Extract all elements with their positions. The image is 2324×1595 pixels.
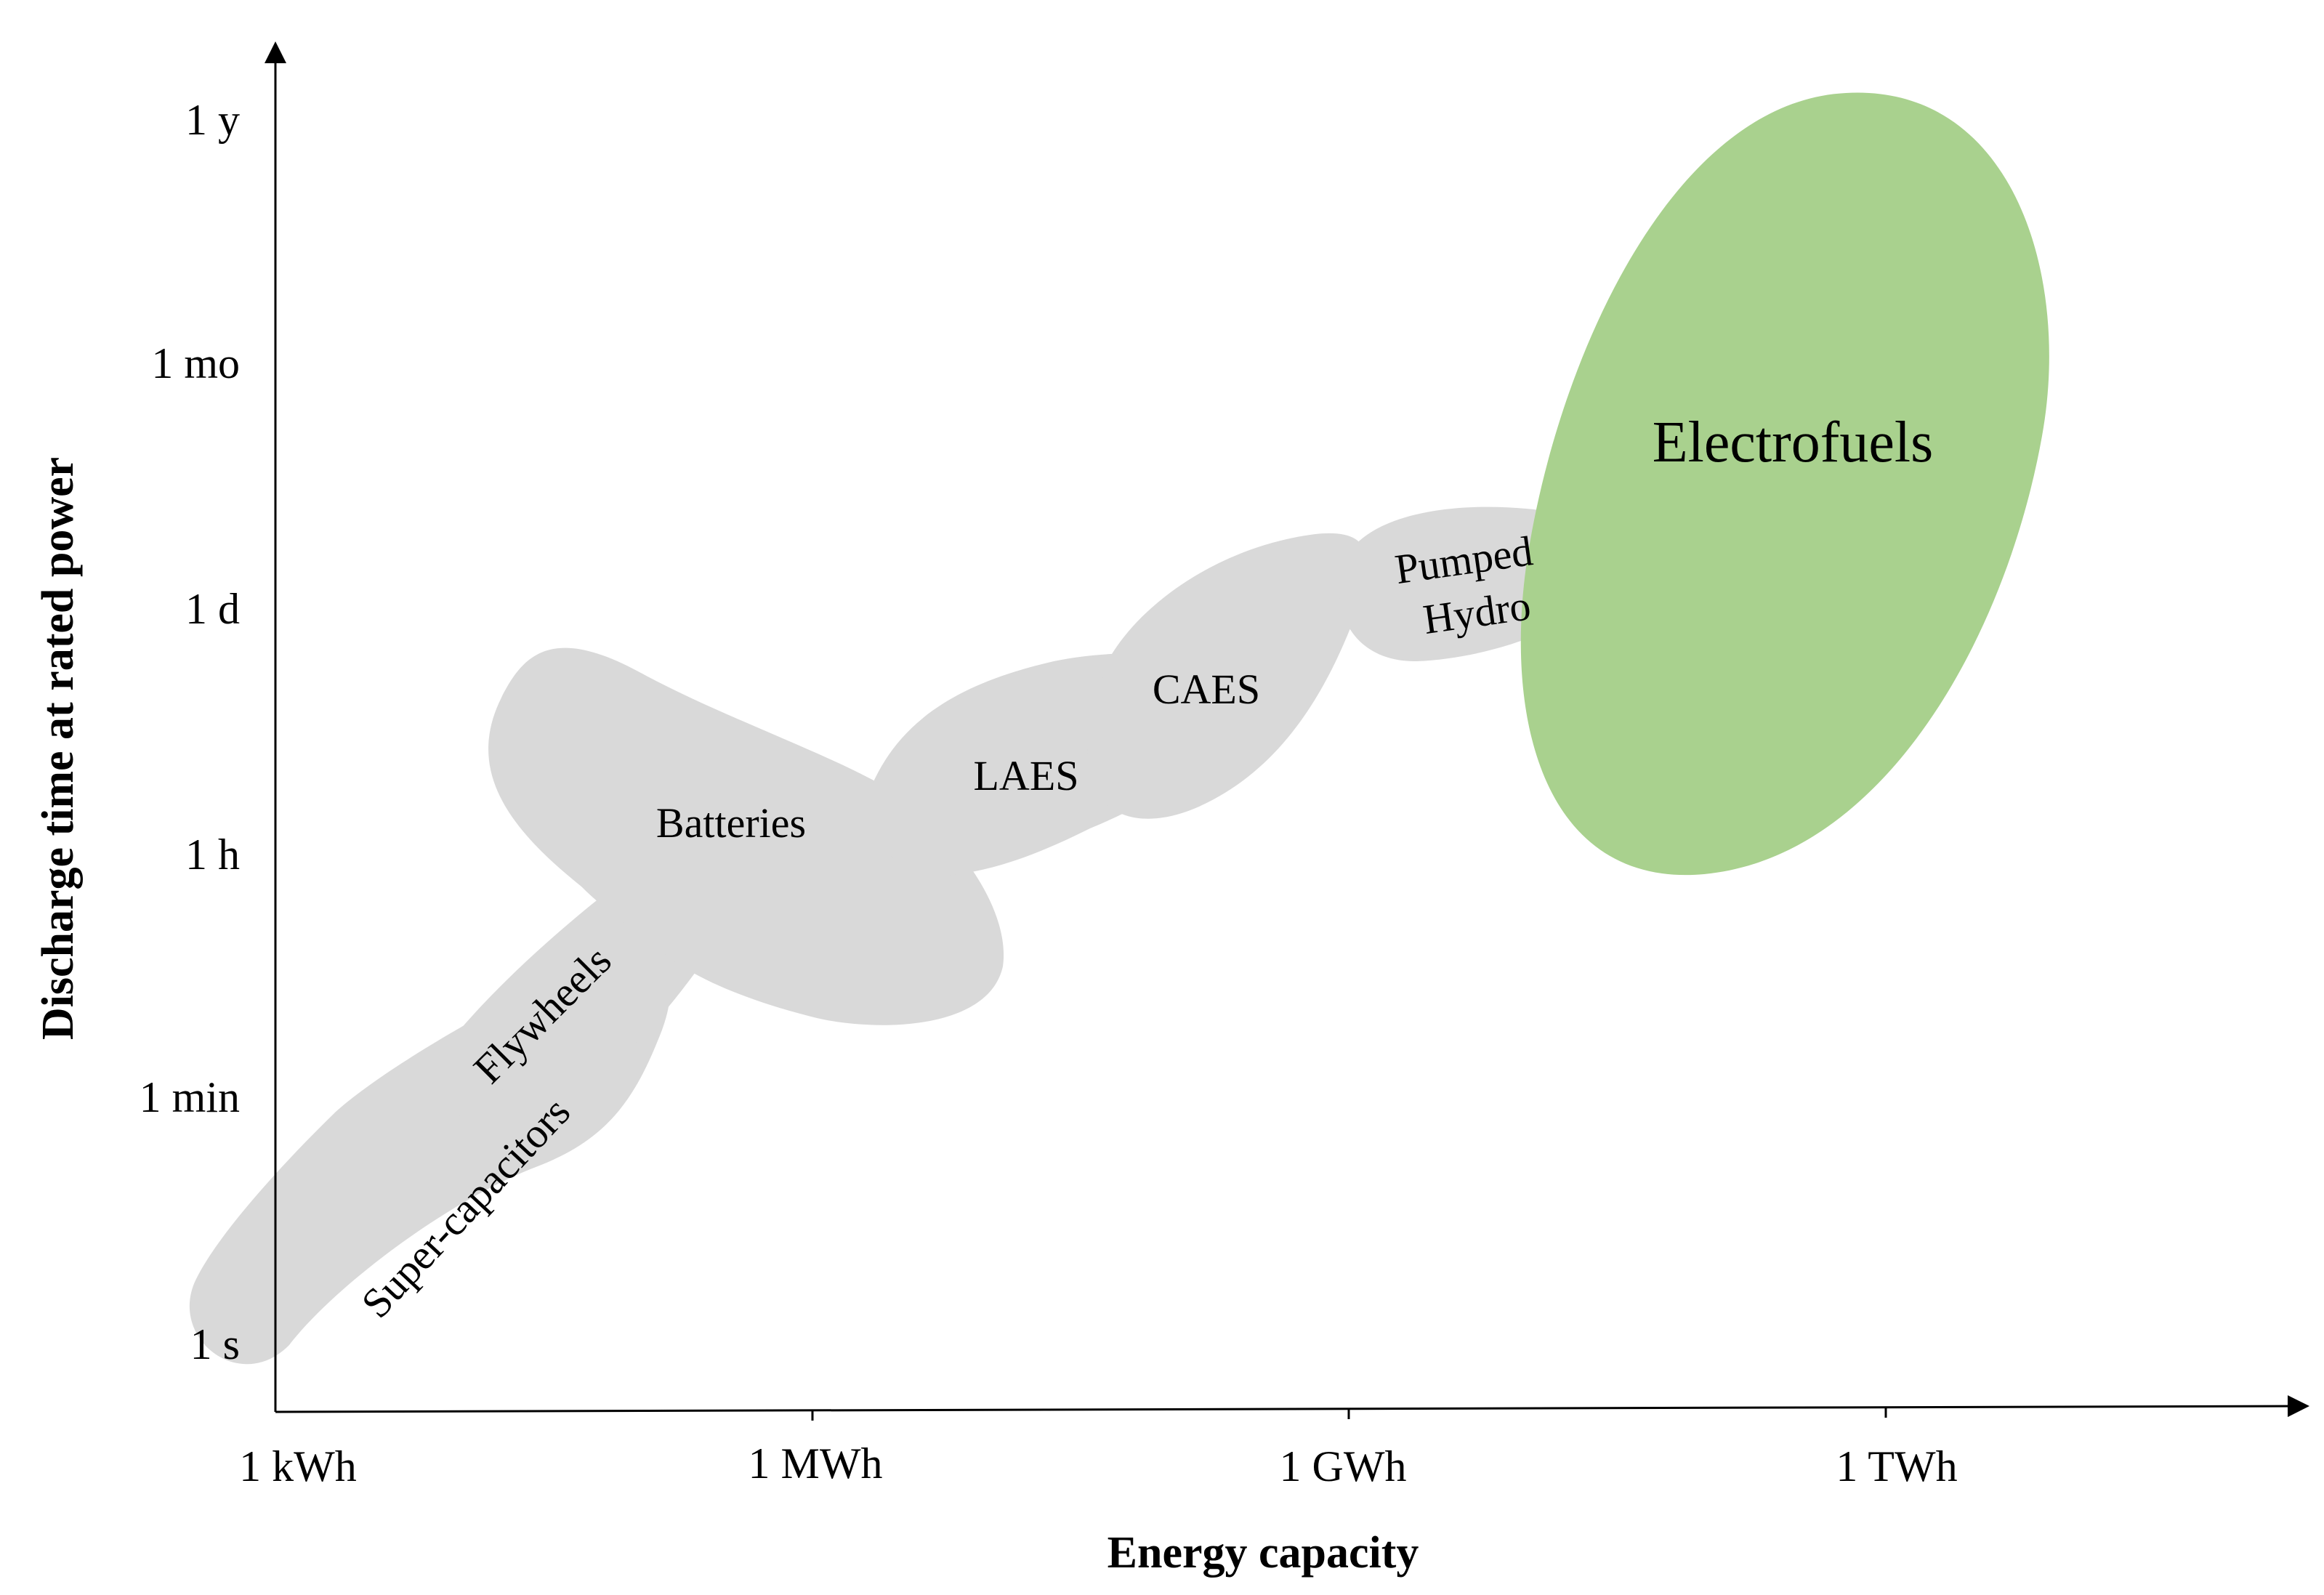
- x-tick-label: 1 TWh: [1836, 1442, 1957, 1490]
- laes-label: LAES: [974, 752, 1079, 799]
- y-tick-label: 1 min: [140, 1073, 240, 1121]
- x-axis-line: [275, 1395, 2309, 1418]
- electrofuels-region: [1520, 92, 2049, 876]
- x-tick-label: 1 MWh: [749, 1439, 883, 1487]
- y-tick-label: 1 y: [185, 96, 240, 144]
- axes: [265, 41, 2309, 1421]
- y-axis-title: Discharge time at rated power: [33, 457, 83, 1040]
- y-tick-label: 1 d: [185, 585, 240, 633]
- technology-regions: [189, 92, 2049, 1365]
- x-axis-title: Energy capacity: [1107, 1528, 1419, 1578]
- x-tick-label: 1 GWh: [1280, 1442, 1407, 1490]
- y-tick-labels: 1 s 1 min 1 h 1 d 1 mo 1 y: [140, 96, 240, 1368]
- y-tick-label: 1 mo: [151, 339, 240, 387]
- y-tick-label: 1 s: [190, 1320, 240, 1368]
- electrofuels-label: Electrofuels: [1653, 411, 1933, 475]
- batteries-region: [488, 647, 1004, 1025]
- y-tick-label: 1 h: [185, 831, 240, 879]
- batteries-label: Batteries: [656, 799, 806, 847]
- caes-region: [1087, 533, 1368, 819]
- x-tick-labels: 1 kWh 1 MWh 1 GWh 1 TWh: [239, 1439, 1957, 1490]
- caes-label: CAES: [1153, 666, 1260, 713]
- x-tick-label: 1 kWh: [239, 1442, 357, 1490]
